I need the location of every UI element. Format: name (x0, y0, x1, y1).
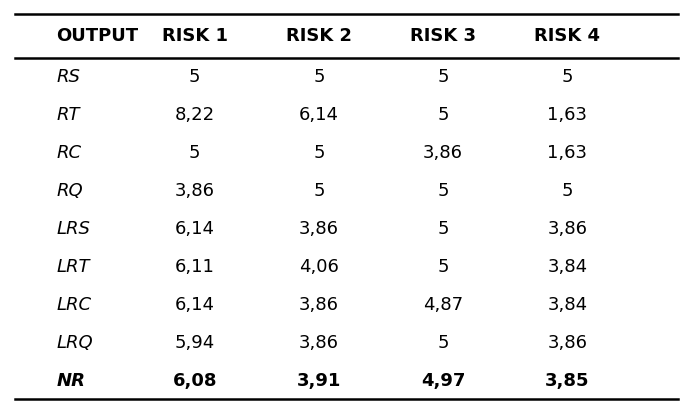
Text: OUTPUT: OUTPUT (57, 27, 139, 45)
Text: 3,84: 3,84 (547, 258, 588, 276)
Text: 5: 5 (437, 258, 449, 276)
Text: 3,86: 3,86 (299, 296, 339, 314)
Text: 5: 5 (313, 68, 324, 86)
Text: 3,86: 3,86 (423, 144, 463, 162)
Text: 3,86: 3,86 (299, 334, 339, 352)
Text: 5: 5 (561, 182, 573, 200)
Text: LRQ: LRQ (57, 334, 94, 352)
Text: LRS: LRS (57, 220, 91, 238)
Text: RS: RS (57, 68, 80, 86)
Text: 3,85: 3,85 (545, 371, 590, 389)
Text: LRC: LRC (57, 296, 91, 314)
Text: 4,06: 4,06 (299, 258, 339, 276)
Text: 5,94: 5,94 (175, 334, 215, 352)
Text: 4,87: 4,87 (423, 296, 463, 314)
Text: RQ: RQ (57, 182, 83, 200)
Text: NR: NR (57, 371, 86, 389)
Text: RISK 2: RISK 2 (286, 27, 352, 45)
Text: 6,14: 6,14 (299, 106, 339, 124)
Text: 1,63: 1,63 (547, 144, 588, 162)
Text: 3,86: 3,86 (299, 220, 339, 238)
Text: 5: 5 (437, 68, 449, 86)
Text: RISK 3: RISK 3 (410, 27, 476, 45)
Text: 6,14: 6,14 (175, 296, 215, 314)
Text: 6,11: 6,11 (175, 258, 215, 276)
Text: 5: 5 (437, 220, 449, 238)
Text: 6,14: 6,14 (175, 220, 215, 238)
Text: 5: 5 (189, 144, 200, 162)
Text: 3,84: 3,84 (547, 296, 588, 314)
Text: 5: 5 (561, 68, 573, 86)
Text: 3,91: 3,91 (297, 371, 341, 389)
Text: 8,22: 8,22 (175, 106, 215, 124)
Text: RT: RT (57, 106, 80, 124)
Text: 1,63: 1,63 (547, 106, 588, 124)
Text: 5: 5 (189, 68, 200, 86)
Text: 5: 5 (437, 182, 449, 200)
Text: 6,08: 6,08 (173, 371, 217, 389)
Text: LRT: LRT (57, 258, 90, 276)
Text: 3,86: 3,86 (547, 220, 588, 238)
Text: RISK 4: RISK 4 (534, 27, 600, 45)
Text: 4,97: 4,97 (421, 371, 465, 389)
Text: RC: RC (57, 144, 82, 162)
Text: 5: 5 (437, 106, 449, 124)
Text: 3,86: 3,86 (175, 182, 215, 200)
Text: 3,86: 3,86 (547, 334, 588, 352)
Text: RISK 1: RISK 1 (161, 27, 228, 45)
Text: 5: 5 (437, 334, 449, 352)
Text: 5: 5 (313, 144, 324, 162)
Text: 5: 5 (313, 182, 324, 200)
